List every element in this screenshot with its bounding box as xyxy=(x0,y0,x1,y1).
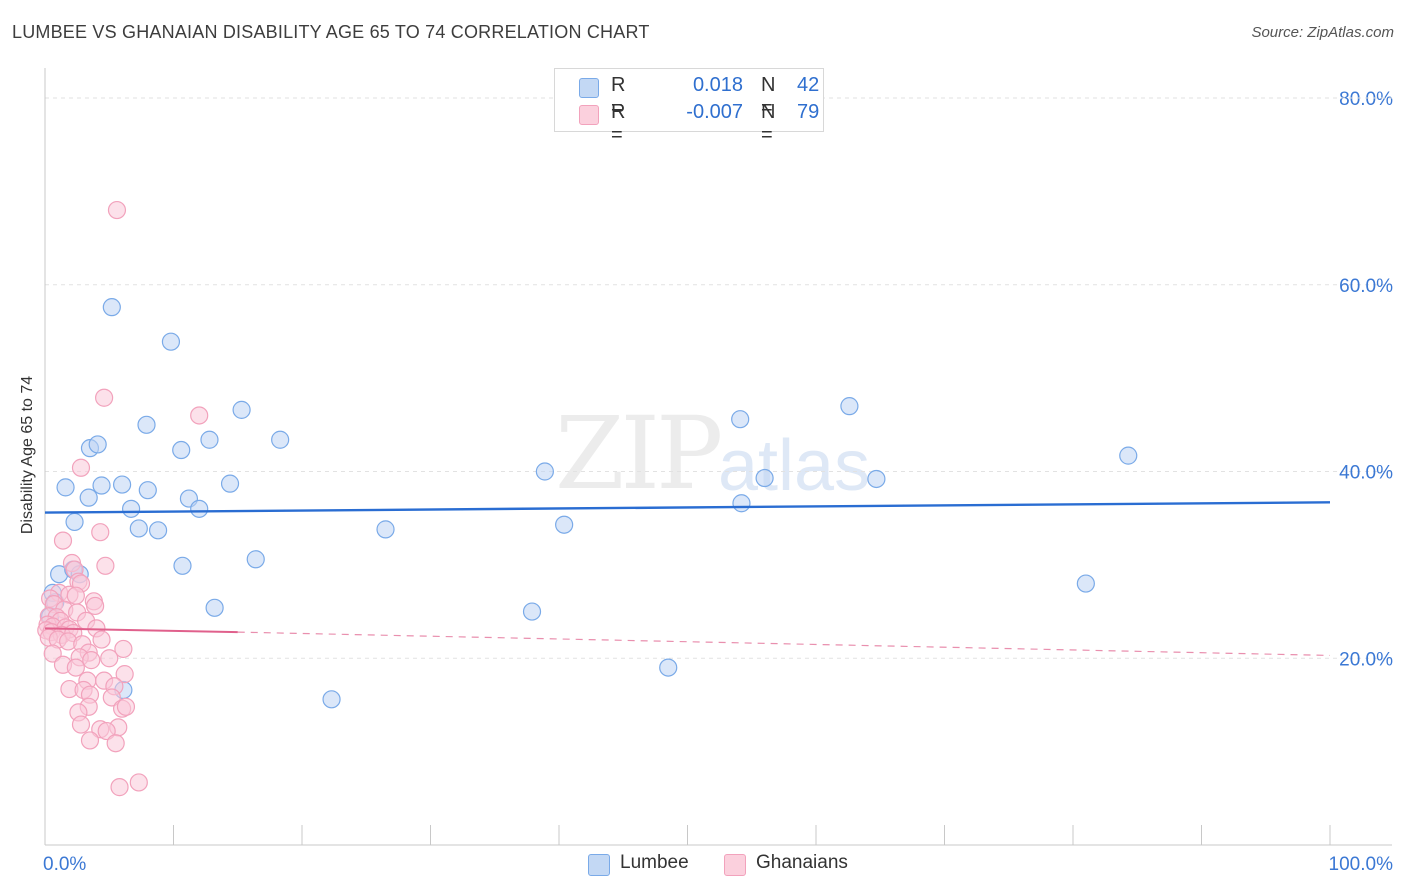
ghanaians-point xyxy=(92,630,111,649)
lumbee-point xyxy=(161,332,181,351)
lumbee-point xyxy=(659,658,678,677)
ghanaians-point xyxy=(66,586,85,605)
lumbee-point xyxy=(271,430,290,449)
lumbee-point xyxy=(102,298,121,317)
lumbee-point xyxy=(755,468,774,488)
lumbee-point xyxy=(867,469,886,489)
lumbee-point xyxy=(232,400,251,419)
ghanaians-point xyxy=(102,688,121,707)
ghanaians-point xyxy=(80,731,100,750)
lumbee-point xyxy=(840,397,859,416)
legend-n-label: N = xyxy=(761,101,776,146)
ghanaians-point xyxy=(96,556,115,575)
ghanaians-point xyxy=(116,697,136,716)
lumbee-point xyxy=(1076,574,1095,593)
ghanaians-point xyxy=(82,651,101,670)
y-tick-label: 40.0% xyxy=(1339,463,1393,484)
lumbee-point xyxy=(522,602,542,621)
ghanaians-point xyxy=(190,406,209,425)
ghanaians-point xyxy=(66,658,85,677)
lumbee-point xyxy=(190,499,209,518)
lumbee-point xyxy=(322,690,341,709)
y-tick-label: 20.0% xyxy=(1339,649,1393,670)
bottom-legend-swatch-ghanaians xyxy=(724,854,746,876)
ghanaians-point xyxy=(43,644,62,663)
lumbee-point xyxy=(376,520,395,539)
legend-swatch-lumbee xyxy=(579,78,599,98)
bottom-legend-label: Ghanaians xyxy=(756,852,848,873)
ghanaians-point xyxy=(110,778,129,797)
ghanaians-trend-line xyxy=(44,627,238,634)
lumbee-point xyxy=(246,550,265,569)
ghanaians-point xyxy=(91,523,110,542)
lumbee-point xyxy=(129,519,148,538)
lumbee-point xyxy=(79,488,98,507)
legend-swatch-ghanaians xyxy=(579,105,599,125)
lumbee-point xyxy=(1119,446,1138,465)
legend-n-label: N = xyxy=(761,74,776,119)
lumbee-point xyxy=(65,512,84,532)
legend-r-value: -0.007 xyxy=(686,101,743,123)
watermark-atlas: atlas xyxy=(718,426,871,506)
source-label: Source: ZipAtlas.com xyxy=(1251,24,1394,41)
ghanaians-point xyxy=(100,649,119,668)
lumbee-point xyxy=(92,476,111,495)
lumbee-point xyxy=(112,475,132,494)
lumbee-point xyxy=(137,415,156,434)
x-tick-label: 0.0% xyxy=(43,854,86,875)
lumbee-point xyxy=(56,478,75,497)
ghanaians-point xyxy=(107,200,127,220)
legend-r-label: R = xyxy=(611,74,626,119)
lumbee-point xyxy=(173,556,192,575)
lumbee-point xyxy=(220,474,240,493)
lumbee-point xyxy=(121,499,141,518)
lumbee-point xyxy=(535,462,554,481)
ghanaians-point xyxy=(114,639,133,659)
bottom-legend-label: Lumbee xyxy=(620,852,689,873)
ghanaians-point xyxy=(106,734,125,753)
lumbee-point xyxy=(200,430,219,449)
legend-n-value: 79 xyxy=(797,101,820,123)
ghanaians-trend-dashed xyxy=(237,631,1331,657)
ghanaians-point xyxy=(115,665,134,684)
lumbee-point xyxy=(555,515,574,534)
lumbee-point xyxy=(148,521,168,540)
ghanaians-point xyxy=(53,531,73,550)
lumbee-point xyxy=(172,440,191,460)
lumbee-point xyxy=(88,435,107,454)
legend-n-value: 42 xyxy=(797,74,820,96)
lumbee-point xyxy=(732,494,751,513)
lumbee-point xyxy=(731,410,750,429)
y-tick-label: 60.0% xyxy=(1339,276,1393,297)
ghanaians-point xyxy=(86,596,105,616)
ghanaians-point xyxy=(97,721,116,741)
legend-r-value: 0.018 xyxy=(692,74,743,96)
lumbee-point xyxy=(138,481,157,500)
ghanaians-point xyxy=(129,773,148,792)
y-tick-label: 80.0% xyxy=(1339,89,1393,110)
lumbee-point xyxy=(205,598,224,617)
correlation-legend: R = 0.018 N = 42 R = -0.007 N = 79 xyxy=(554,68,824,146)
legend-r-label: R = xyxy=(611,101,626,146)
lumbee-trend-line xyxy=(44,501,1331,514)
bottom-legend-swatch-lumbee xyxy=(588,854,610,876)
chart-title: LUMBEE VS GHANAIAN DISABILITY AGE 65 TO … xyxy=(12,22,650,42)
ghanaians-point xyxy=(71,458,91,477)
ghanaians-point xyxy=(95,388,114,407)
watermark-zip: ZIP xyxy=(555,395,723,512)
x-tick-label: 100.0% xyxy=(1329,854,1394,875)
ghanaians-point xyxy=(71,715,91,734)
